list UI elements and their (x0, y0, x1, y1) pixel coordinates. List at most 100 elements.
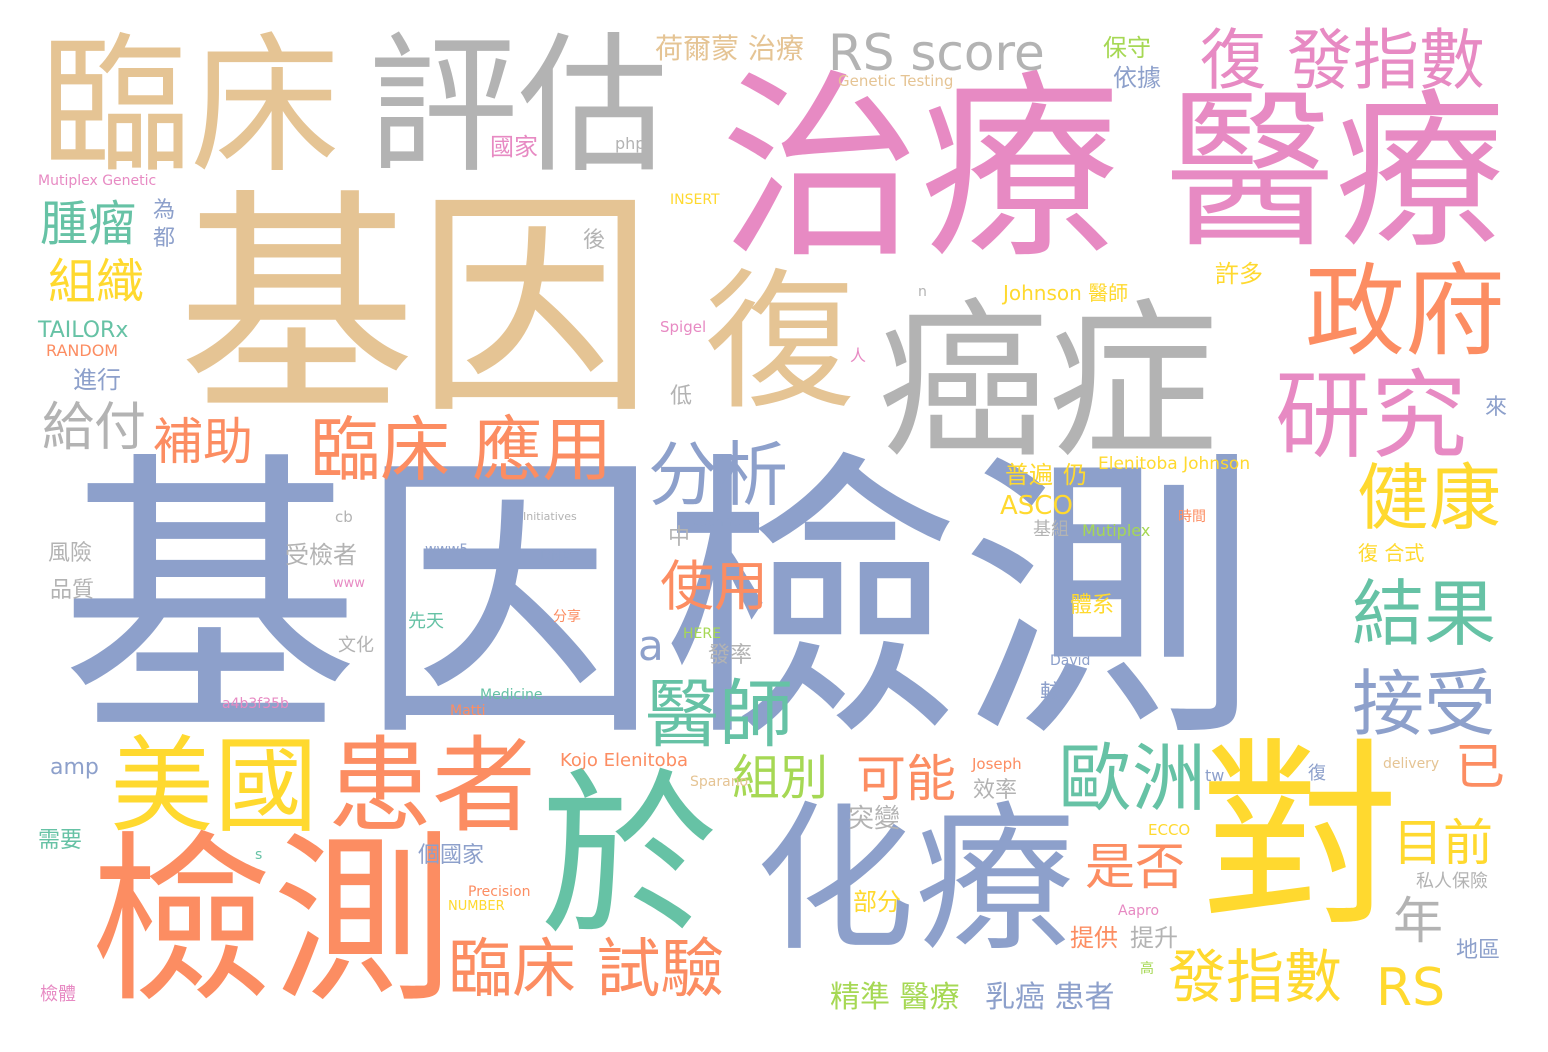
word: 可能 (856, 750, 956, 808)
word: 給付 (42, 398, 147, 458)
word: 低 (670, 384, 693, 409)
word: 復 合式 (1358, 541, 1425, 565)
word: David (1050, 653, 1091, 669)
word: ECCO (1148, 821, 1191, 839)
word: 是否 (1085, 838, 1185, 896)
word: tw (1205, 766, 1225, 785)
word: a4b3f35b (222, 696, 289, 712)
word: Aapro (1118, 903, 1160, 919)
word: TAILORx (38, 318, 129, 343)
word: 風險 (48, 541, 93, 566)
word: RS score (828, 24, 1045, 82)
word: 研究 (1275, 360, 1467, 472)
word: 年 (1393, 892, 1443, 950)
word: 使用 (660, 555, 768, 618)
word: 基因 (178, 170, 654, 447)
word: 組別 (732, 750, 829, 806)
word: 結果 (1352, 572, 1497, 656)
word: 依據 (1113, 64, 1161, 92)
word: Sparano (690, 774, 749, 790)
word: 進行 (73, 366, 121, 394)
word: Joseph (972, 755, 1022, 773)
word: 醫療 (1165, 74, 1506, 272)
word: NUMBER (448, 899, 505, 914)
word: 臨床 試驗 (448, 933, 725, 1007)
word: 已 (1455, 738, 1505, 796)
word: 需要 (38, 828, 83, 853)
word: 復 發指數 (1200, 22, 1485, 99)
word: Mutiplex Genetic (38, 173, 157, 189)
word: 臨床 (40, 20, 341, 194)
word: 都 (153, 226, 176, 251)
word: 人 (850, 346, 867, 365)
word: 政府 (1305, 253, 1505, 370)
word: 美國 (110, 725, 319, 847)
word: 補助 (153, 413, 253, 471)
word: 臨床 應用 (310, 409, 613, 491)
word: RS (1376, 958, 1446, 1018)
word: 提供 (1070, 924, 1118, 952)
word: 許多 (1215, 260, 1263, 288)
word: Johnson 醫師 (1003, 281, 1129, 305)
word: 對 (1200, 721, 1401, 954)
word: 效率 (973, 778, 1018, 803)
word: 歐洲 (1058, 736, 1206, 822)
word: 部分 (853, 888, 901, 916)
word: s (255, 847, 263, 863)
word: 癌症 (878, 284, 1219, 482)
word: 先天 (408, 611, 444, 632)
word: Mutiplex (1082, 521, 1151, 540)
word: 時間 (1178, 509, 1206, 525)
word: 國家 (490, 133, 538, 161)
word: 地區 (1456, 938, 1501, 963)
word: 檢測 (90, 815, 454, 1027)
word: 來 (1485, 395, 1508, 420)
word: 普遍 (1005, 461, 1053, 489)
word: Medicine (480, 687, 543, 703)
word: cb (335, 508, 353, 526)
word: n (918, 284, 927, 300)
word: 品質 (50, 578, 95, 603)
word: technews (693, 514, 760, 530)
word: INSERT (670, 192, 720, 208)
word: 分享 (553, 609, 581, 625)
word: ASCO (1000, 491, 1073, 521)
word: 接受 (1352, 662, 1497, 746)
word: 仍 (1063, 461, 1087, 489)
word: 乳癌 患者 (985, 980, 1115, 1015)
word: www5 (425, 542, 469, 558)
word: Elenitoba Johnson (1098, 454, 1251, 474)
word: php (615, 134, 646, 153)
word: 復 (1308, 763, 1326, 784)
word: 提升 (1130, 924, 1178, 952)
word: 基因檢測 (60, 428, 1260, 777)
word: 後 (583, 228, 606, 253)
word: 評估 (368, 20, 669, 194)
word: 發指數 (1168, 943, 1343, 1011)
word: www (333, 576, 365, 591)
word: 發率 (708, 643, 753, 668)
word: Matti (450, 703, 486, 719)
word: RANDOM (46, 341, 119, 360)
word: 檢體 (40, 984, 76, 1005)
word: 較 (1040, 681, 1063, 706)
word: Spigel (660, 318, 707, 336)
word: 精準 醫療 (830, 980, 960, 1015)
word: 目前 (1393, 814, 1493, 872)
word: Initiatives (523, 510, 577, 523)
word: 治療 (720, 53, 1121, 286)
word: 高 (1140, 961, 1154, 977)
word: 基組 (1033, 519, 1069, 540)
word: 復 (705, 256, 856, 430)
word: 荷爾蒙 治療 (655, 32, 804, 65)
word: 中 (668, 525, 691, 550)
word: Genetic Testing (838, 72, 954, 90)
word: delivery (1383, 756, 1440, 772)
word: 醫師 (645, 672, 793, 758)
word: 個國家 (418, 843, 485, 868)
word: DNA (540, 548, 571, 564)
word: 化療 (755, 786, 1076, 973)
word: 腫瘤 (40, 196, 137, 252)
word: 於 (540, 753, 718, 960)
